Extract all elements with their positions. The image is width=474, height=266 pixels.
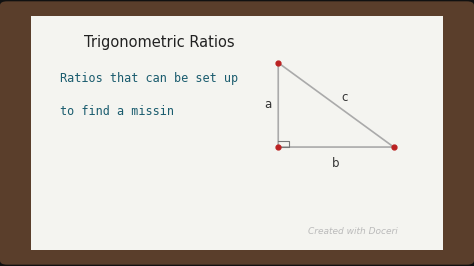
Text: to find a missin: to find a missin: [60, 105, 173, 118]
Text: a: a: [264, 98, 272, 111]
Text: b: b: [332, 157, 340, 170]
Text: c: c: [341, 92, 347, 104]
Text: Created with Doceri: Created with Doceri: [308, 227, 397, 236]
Bar: [31, 16, 443, 250]
Text: Ratios that can be set up: Ratios that can be set up: [60, 72, 238, 85]
Text: Trigonometric Ratios: Trigonometric Ratios: [84, 35, 235, 50]
